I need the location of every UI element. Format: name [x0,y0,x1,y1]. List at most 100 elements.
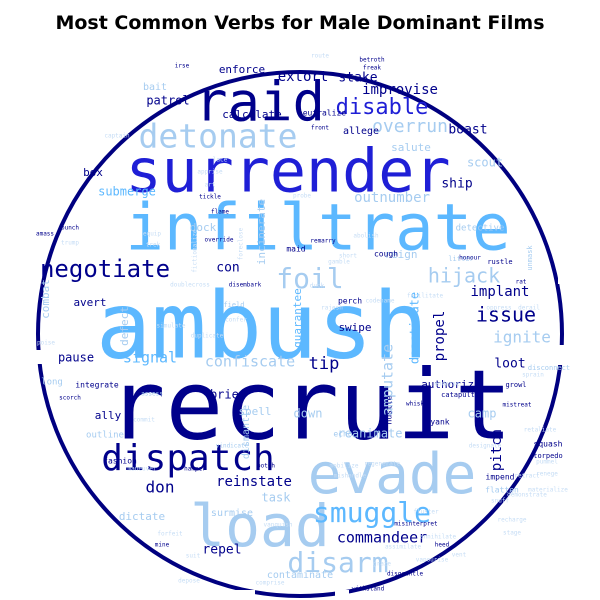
word-short: short [339,253,357,260]
word-bunch: bunch [61,225,79,232]
word-ship: ship [441,177,472,192]
word-hamper: hamper [184,466,206,473]
word-sprain: sprain [522,372,544,379]
word-ignite: ignite [493,328,551,347]
word-graze: graze [373,561,391,568]
word-reinstate: reinstate [216,474,292,490]
word-probe: probe [293,193,311,200]
word-don: don [146,478,175,497]
word-disable: disable [336,95,429,120]
word-betroth: betroth [359,57,385,64]
word-doublecross: doublecross [170,282,210,289]
word-combat: combat [39,279,52,319]
word-pitch: pitch [489,429,505,471]
word-mistreat: mistreat [503,402,532,409]
word-contaminate: contaminate [267,570,333,581]
word-amass: amass [36,231,54,238]
circle-outline [36,70,564,598]
word-catapult: catapult [441,391,475,399]
word-regenerate: regenerate [364,461,401,468]
word-commit: commit [133,417,155,424]
word-ally: ally [95,409,122,422]
word-propel: propel [432,311,448,362]
word-commandeer: commandeer [337,529,427,547]
word-surrender: surrender [125,137,450,207]
word-endorse: endorse [434,381,460,388]
word-disgruntle: disgruntle [387,571,424,578]
word-duck: duck [310,283,325,290]
word-facilitate: facilitate [407,293,444,300]
word-trek: trek [146,242,161,249]
word-repel: repel [202,543,241,558]
word-vanquish: vanquish [264,522,293,529]
word-calculate: calculate [222,108,282,121]
word-foreclose: foreclose [238,227,245,260]
word-yank: yank [430,418,449,427]
word-retaliate: retaliate [524,427,557,434]
word-issue: issue [476,303,536,327]
word-rajesh: rajesh [321,305,343,312]
word-implant: implant [470,284,529,300]
word-improvise: improvise [362,82,438,98]
word-suit: suit [186,553,201,560]
word-remarry: remarry [310,238,336,245]
word-lace: lace [213,157,228,164]
word-route: route [311,53,329,60]
word-fashion: fashion [103,457,137,466]
word-freak: freak [363,65,381,72]
word-flatten: flatten [485,486,519,495]
word-raid: raid [195,71,325,134]
word-neutralize: neutralize [298,109,346,118]
outline-gap [335,590,349,598]
word-codename: codename [366,298,395,305]
word-dispatch: dispatch [101,438,274,479]
chart-title: Most Common Verbs for Male Dominant Film… [55,12,545,34]
word-stage: stage [503,530,521,537]
word-irse: irse [175,63,190,70]
word-negotiate: negotiate [40,255,170,283]
word-assess: assess [141,391,163,398]
word-hijack: hijack [428,264,500,288]
word-maid: maid [286,245,305,254]
word-equip: equip [143,231,161,238]
word-art: art [205,182,216,189]
word-reanimate: reanimate [337,427,402,441]
word-brief: brief [210,388,246,402]
word-allege: allege [343,126,379,137]
word-signal: signal [123,349,177,367]
outline-gap [225,590,255,598]
word-torpedo: torpedo [533,452,563,460]
word-task: task [262,491,292,505]
word-snuff: snuff [491,498,509,505]
word-assimilate: assimilate [385,544,422,551]
word-gamble: gamble [328,259,350,266]
word-rat: rat [516,279,527,286]
word-smuggle: smuggle [313,496,431,529]
word-evade: evade [308,442,477,507]
word-simulate: simulate [157,323,186,330]
word-swipe: swipe [338,321,371,334]
word-submerge: submerge [98,185,156,199]
word-forfeit: forfeit [157,531,183,538]
word-retract: retract [514,473,540,480]
word-guarantee: guarantee [291,288,304,348]
word-dock: dock [190,221,217,234]
word-mine: mine [155,542,170,549]
word-recruit: recruit [108,349,513,461]
word-field: field [223,301,244,309]
word-duplicate: duplicate [191,333,224,340]
word-outnumber: outnumber [354,190,430,206]
word-detonate: detonate [139,117,298,156]
word-extort: extort [278,69,329,85]
word-override: override [205,237,234,244]
outline-gap [33,350,43,364]
word-squash: squash [534,440,563,449]
outline-gap [558,345,570,365]
word-designate: designate [469,443,502,450]
word-salute: salute [391,141,431,154]
word-misinterpret: misinterpret [394,521,438,528]
word-growl: growl [505,381,526,389]
word-annihilate: annihilate [420,534,457,541]
